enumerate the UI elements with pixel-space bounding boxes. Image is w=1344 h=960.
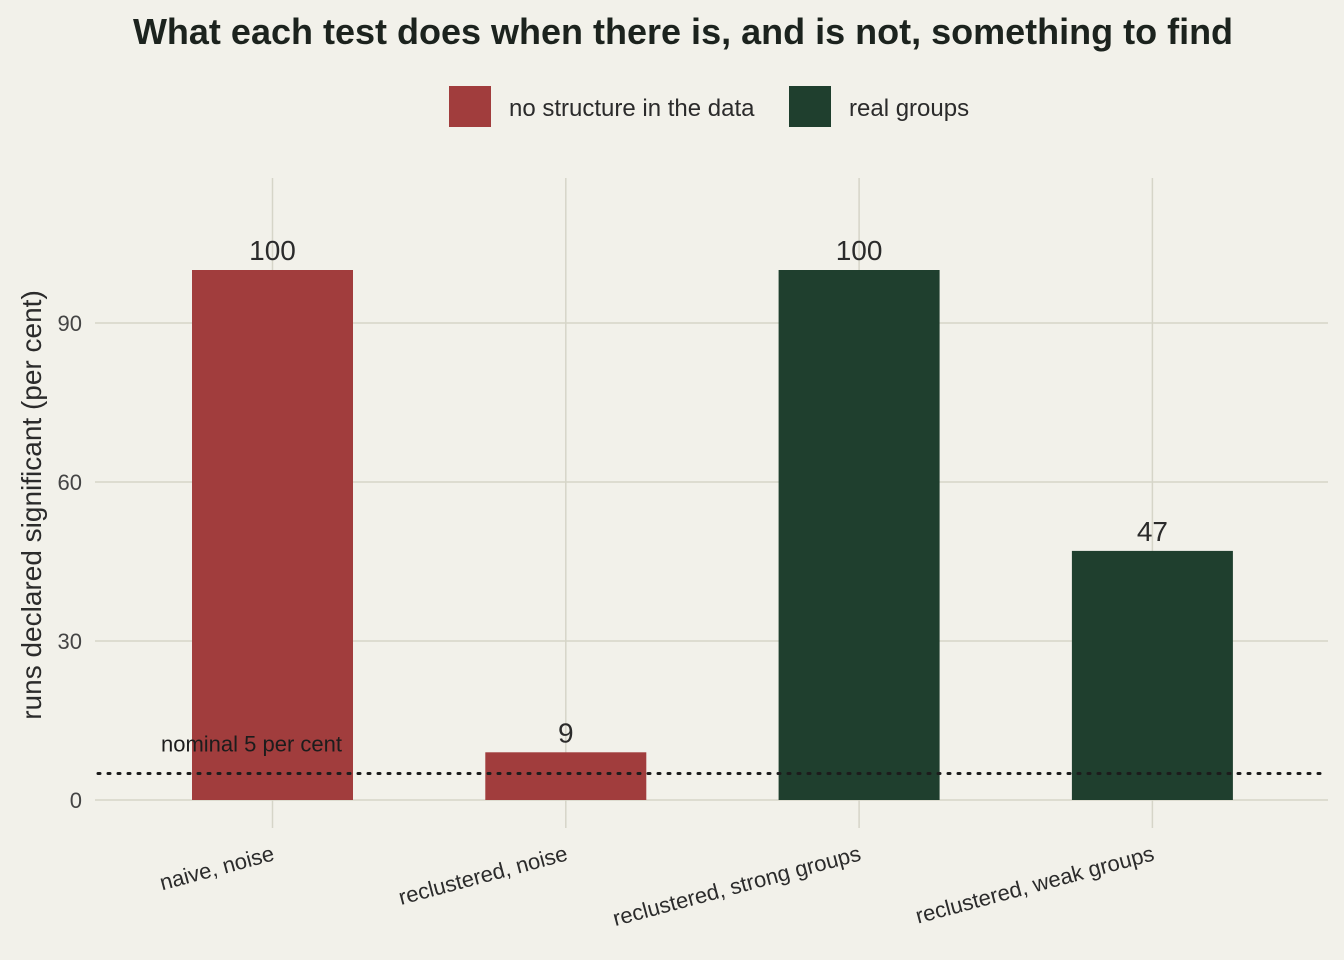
reference-line-label: nominal 5 per cent [161, 732, 342, 757]
legend: no structure in the data real groups [449, 86, 969, 127]
y-axis-label: runs declared significant (per cent) [16, 290, 47, 720]
y-axis-ticks: 0 30 60 90 [58, 311, 82, 813]
x-tick-label: naive, noise [157, 841, 277, 896]
y-tick-label: 30 [58, 629, 82, 654]
legend-label-no-structure: no structure in the data [509, 95, 755, 122]
bar-value-label: 47 [1137, 516, 1168, 547]
bar [1071, 550, 1233, 800]
x-tick-label: reclustered, weak groups [913, 841, 1157, 929]
bar [192, 270, 353, 800]
value-labels: 100 9 100 47 [249, 235, 1168, 748]
legend-swatch-no-structure [449, 86, 491, 127]
y-tick-label: 0 [70, 788, 82, 813]
bar [485, 752, 647, 800]
x-axis-labels: naive, noise reclustered, noise reclustere… [157, 841, 1157, 931]
reference-line-group: nominal 5 per cent [96, 732, 1330, 775]
y-tick-label: 60 [58, 470, 82, 495]
legend-label-real-groups: real groups [849, 95, 969, 122]
x-tick-label: reclustered, strong groups [610, 841, 863, 931]
bar-value-label: 9 [558, 717, 574, 748]
bar [778, 270, 940, 800]
x-tick-label: reclustered, noise [396, 841, 570, 910]
chart-title: What each test does when there is, and i… [133, 11, 1233, 52]
bar-value-label: 100 [836, 235, 883, 266]
legend-swatch-real-groups [789, 86, 831, 127]
bars [192, 270, 1233, 800]
bar-value-label: 100 [249, 235, 296, 266]
y-tick-label: 90 [58, 311, 82, 336]
